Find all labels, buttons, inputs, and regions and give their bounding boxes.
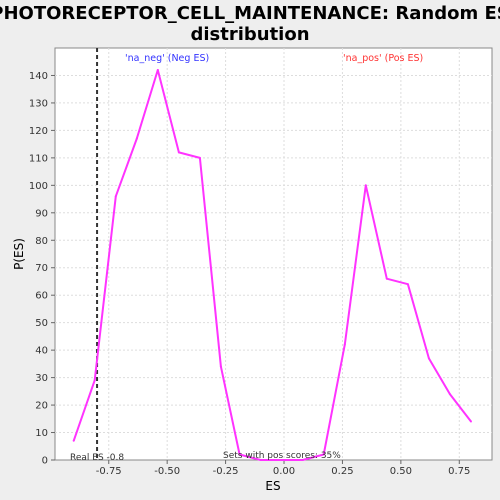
- series-points: [72, 68, 472, 461]
- data-point: [469, 420, 472, 423]
- y-tick-label: 90: [35, 208, 48, 219]
- y-tick-label: 10: [35, 428, 48, 439]
- y-tick-label: 110: [29, 153, 48, 164]
- data-point: [219, 365, 222, 368]
- data-point: [259, 459, 262, 461]
- data-point: [385, 277, 388, 280]
- y-tick-label: 130: [29, 98, 48, 109]
- x-tick-label: -0.75: [96, 466, 122, 477]
- data-point: [448, 393, 451, 396]
- y-axis-label: P(ES): [12, 238, 26, 270]
- data-point: [280, 459, 283, 461]
- x-axis-label: ES: [265, 479, 280, 493]
- data-point: [114, 195, 117, 198]
- y-tick-label: 50: [35, 318, 48, 329]
- data-point: [198, 156, 201, 159]
- x-tick-label: 0.00: [273, 466, 295, 477]
- plot-area: [54, 47, 493, 461]
- y-tick-label: 20: [35, 401, 48, 412]
- data-point: [322, 453, 325, 456]
- data-point: [427, 357, 430, 360]
- chart-title-line-1: PHOTORECEPTOR_CELL_MAINTENANCE: Random E…: [0, 3, 500, 24]
- x-tick-label: 0.50: [390, 466, 412, 477]
- chart-title-line-2: distribution: [190, 24, 309, 45]
- y-tick-label: 30: [35, 373, 48, 384]
- y-tick-label: 60: [35, 291, 48, 302]
- y-tick-label: 0: [42, 456, 48, 467]
- y-tick-label: 100: [29, 181, 48, 192]
- pos-es-label: 'na_pos' (Pos ES): [343, 53, 423, 64]
- data-point: [301, 459, 304, 461]
- data-point: [72, 439, 75, 442]
- series-line: [72, 69, 472, 461]
- data-point: [406, 283, 409, 286]
- sets-pos-scores-note: Sets with pos scores: 35%: [223, 451, 341, 461]
- y-tick-label: 120: [29, 126, 48, 137]
- neg-es-label: 'na_neg' (Neg ES): [125, 53, 209, 64]
- data-point: [156, 68, 159, 71]
- data-point: [177, 151, 180, 154]
- data-point: [93, 379, 96, 382]
- data-point: [343, 343, 346, 346]
- x-tick-label: -0.50: [154, 466, 180, 477]
- data-point: [135, 137, 138, 140]
- data-point: [238, 453, 241, 456]
- y-tick-label: 140: [29, 71, 48, 82]
- real-es-label: Real ES -0.8: [70, 453, 124, 463]
- y-axis-ticks: 0 10 20 30 40 50 60 70 80 90 100 110 120 130 140: [29, 71, 55, 467]
- x-axis-ticks: -0.75 -0.50 -0.25 0.00 0.25 0.50 0.75: [96, 460, 470, 477]
- data-point: [364, 184, 367, 187]
- y-tick-label: 70: [35, 263, 48, 274]
- x-tick-label: 0.25: [331, 466, 353, 477]
- grid-lines: [55, 48, 492, 460]
- x-tick-label: 0.75: [448, 466, 470, 477]
- y-tick-label: 40: [35, 346, 48, 357]
- y-tick-label: 80: [35, 236, 48, 247]
- x-tick-label: -0.25: [213, 466, 239, 477]
